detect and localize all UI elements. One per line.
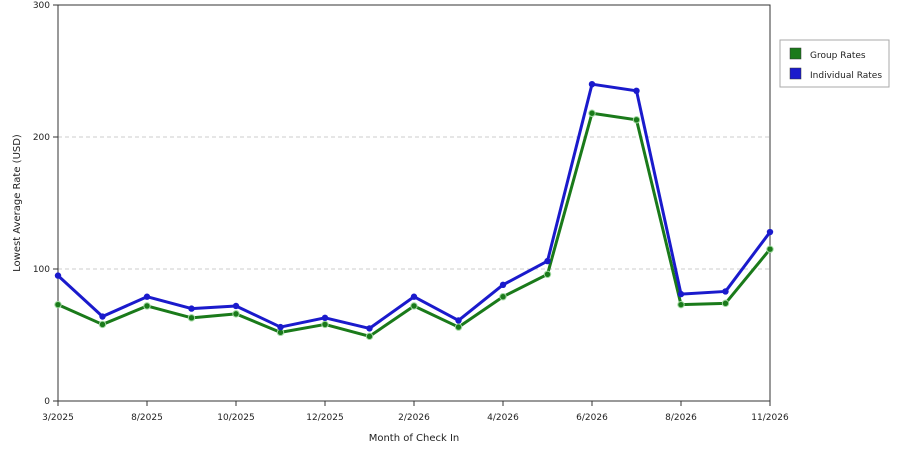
plot-area-frame <box>57 4 771 402</box>
legend-swatch-group-rates <box>789 47 802 60</box>
x-tick-label: 2/2026 <box>398 413 430 423</box>
axes <box>57 4 771 402</box>
data-point <box>588 81 596 88</box>
data-point <box>410 302 418 310</box>
y-tick-label: 300 <box>33 1 50 11</box>
data-point <box>99 313 106 320</box>
data-point <box>321 314 329 322</box>
data-point <box>499 293 507 301</box>
legend-swatch-individual-rates <box>789 67 802 80</box>
data-point <box>187 314 196 322</box>
data-point <box>766 245 774 253</box>
data-point <box>366 325 373 332</box>
x-tick-label: 3/2025 <box>42 413 74 423</box>
y-tick-label: 200 <box>33 133 50 143</box>
data-point <box>54 272 62 279</box>
series-line <box>56 82 772 330</box>
x-tick-label: 6/2026 <box>576 413 608 423</box>
data-point <box>633 87 640 95</box>
data-point <box>232 310 240 318</box>
data-point <box>499 281 507 289</box>
series-individual-rates <box>54 81 774 332</box>
data-point <box>143 302 151 310</box>
data-point <box>232 302 240 310</box>
data-point <box>410 293 418 300</box>
data-point <box>677 290 685 298</box>
legend: Group Rates Individual Rates <box>779 39 890 88</box>
x-tick-label: 8/2025 <box>131 413 163 423</box>
x-axis-title: Month of Check In <box>369 433 460 444</box>
data-point <box>143 293 151 300</box>
x-tick-label: 4/2026 <box>487 413 519 423</box>
y-tick-label: 0 <box>44 397 50 407</box>
data-point <box>188 305 195 312</box>
legend-label-individual-rates: Individual Rates <box>810 71 882 81</box>
data-point <box>54 300 62 309</box>
y-axis-title: Lowest Average Rate (USD) <box>12 134 23 272</box>
data-point <box>588 109 596 117</box>
data-point <box>632 116 641 124</box>
x-tick-label: 12/2025 <box>306 413 343 423</box>
y-tick-label: 100 <box>33 265 50 275</box>
x-tick-label: 11/2026 <box>751 413 789 423</box>
x-tick-label: 8/2026 <box>665 413 697 423</box>
grid-lines <box>58 136 770 270</box>
series-group-rates <box>54 109 774 341</box>
x-axis-ticks: 3/2025 8/2025 10/2025 12/2025 2/2026 4/2026 6/… <box>42 401 789 423</box>
data-point <box>98 320 107 329</box>
data-point <box>277 323 284 331</box>
data-point <box>544 257 551 265</box>
data-point <box>365 332 374 341</box>
x-tick-label: 10/2025 <box>217 413 254 423</box>
data-point <box>455 317 462 324</box>
data-point <box>321 320 329 329</box>
data-point <box>677 300 685 309</box>
legend-label-group-rates: Group Rates <box>810 51 866 61</box>
data-point <box>766 228 774 236</box>
data-point <box>722 288 729 295</box>
data-point <box>721 299 730 308</box>
data-point <box>543 270 552 278</box>
y-axis-ticks: 0 100 200 300 <box>33 1 58 407</box>
series-lines <box>54 81 774 341</box>
data-point <box>454 323 463 331</box>
